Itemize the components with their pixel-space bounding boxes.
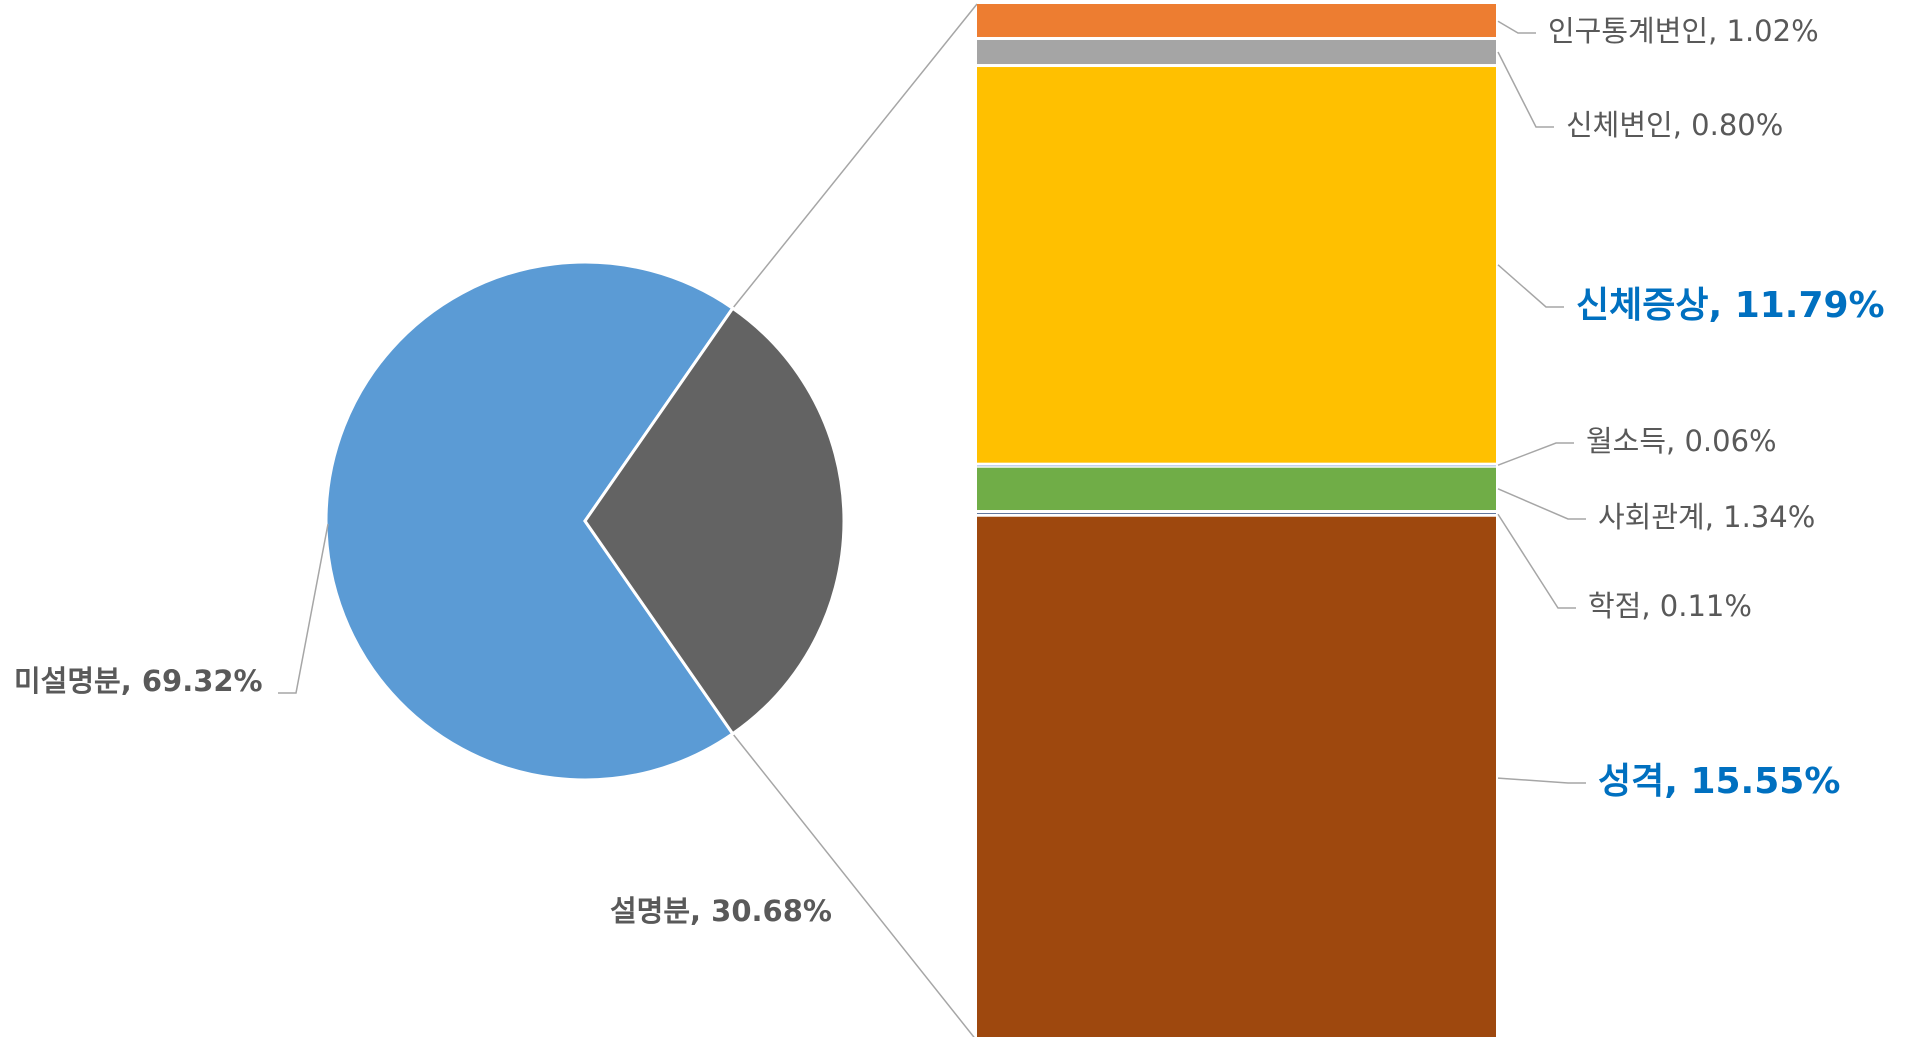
leader-lines <box>278 20 1586 784</box>
pie <box>324 260 846 782</box>
pie-slice-unexplained <box>324 260 735 782</box>
leader-2 <box>1497 51 1554 128</box>
bar-label-1: 인구통계변인, 1.02% <box>1548 14 1819 48</box>
leader-3 <box>1497 264 1564 308</box>
pie-slice-explained <box>583 306 846 736</box>
bar-segment-1 <box>977 4 1496 37</box>
pie-to-bar-connectors <box>732 3 978 1037</box>
connector-top <box>732 3 978 309</box>
leader-6 <box>1497 513 1576 609</box>
leader-pie-unexplained <box>278 523 329 694</box>
leader-1 <box>1497 20 1536 34</box>
bar-label-4: 월소득, 0.06% <box>1586 424 1777 458</box>
bar-label-7: 성격, 15.55% <box>1598 761 1840 802</box>
bar-segment-5 <box>977 467 1496 511</box>
data-labels: 인구통계변인, 1.02% 신체변인, 0.80% 신체증상, 11.79% 월소득,… <box>14 14 1885 928</box>
pie-label-unexplained: 미설명분, 69.32% <box>14 664 263 698</box>
leader-4 <box>1497 442 1574 466</box>
bar-segment-6 <box>977 513 1496 514</box>
bar-label-3: 신체증상, 11.79% <box>1576 285 1885 326</box>
leader-7 <box>1497 777 1586 784</box>
connector-bottom <box>732 733 975 1037</box>
bar-label-2: 신체변인, 0.80% <box>1566 108 1783 142</box>
bar-label-5: 사회관계, 1.34% <box>1598 500 1815 534</box>
leader-5 <box>1497 488 1586 520</box>
stacked-bar <box>977 4 1496 1037</box>
bar-segment-4 <box>977 465 1496 467</box>
bar-label-6: 학점, 0.11% <box>1588 589 1752 623</box>
bar-segment-3 <box>977 67 1496 463</box>
pie-label-explained: 설명분, 30.68% <box>610 894 832 928</box>
bar-segment-2 <box>977 39 1496 65</box>
bar-segment-7 <box>977 516 1496 1037</box>
